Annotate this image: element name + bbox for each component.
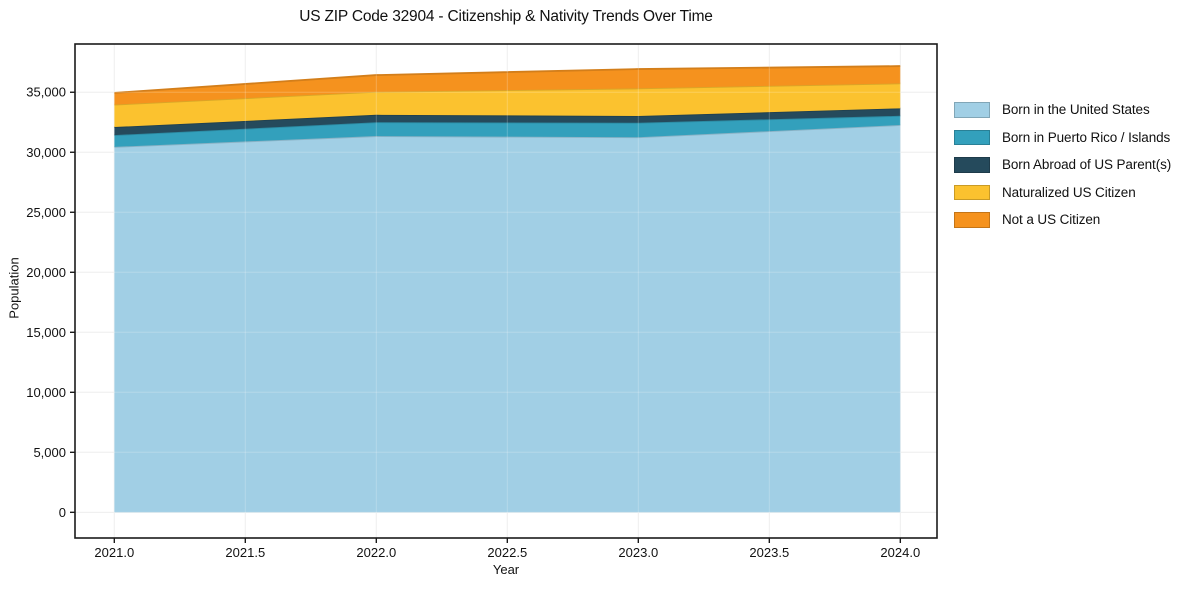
legend-label: Born in the United States [1002,102,1150,118]
legend-item-0: Born in the United States [954,96,1171,124]
x-tick-label: 2021.0 [94,545,134,560]
area-series-1 [114,115,901,147]
area-series-3 [114,83,901,128]
legend: Born in the United States Born in Puerto … [954,96,1171,234]
legend-item-4: Not a US Citizen [954,206,1171,234]
x-tick-label: 2022.0 [356,545,396,560]
axis-ticks: 2021.0 2021.5 2022.0 2022.5 2023.0 2023.5 2024… [26,85,920,560]
legend-label: Naturalized US Citizen [1002,184,1136,200]
x-axis-label: Year [492,562,520,577]
y-tick-label: 15,000 [26,325,66,340]
y-tick-label: 30,000 [26,145,66,160]
x-tick-label: 2023.0 [618,545,658,560]
legend-label: Born Abroad of US Parent(s) [1002,157,1172,173]
y-axis-label: Population [6,257,22,319]
plot-border [74,43,938,539]
x-tick-label: 2023.5 [749,545,789,560]
x-tick-label: 2024.0 [880,545,920,560]
legend-swatch-icon [954,212,990,228]
gridlines-overlay [75,44,937,538]
x-tick-label: 2022.5 [487,545,527,560]
y-tick-label: 10,000 [26,385,66,400]
area-series-4 [114,66,901,105]
legend-item-1: Born in Puerto Rico / Islands [954,124,1171,152]
legend-swatch-icon [954,102,990,118]
area-series-2 [114,108,901,136]
legend-label: Born in Puerto Rico / Islands [1002,129,1171,145]
y-tick-label: 5,000 [33,445,66,460]
x-tick-label: 2021.5 [225,545,265,560]
y-tick-label: 25,000 [26,205,66,220]
legend-item-3: Naturalized US Citizen [954,179,1171,207]
area-series-0 [114,125,901,513]
area-edge-4 [114,65,901,94]
legend-swatch-icon [954,184,990,200]
legend-swatch-icon [954,157,990,173]
legend-swatch-icon [954,129,990,145]
stacked-areas [114,65,901,513]
legend-item-2: Born Abroad of US Parent(s) [954,151,1171,179]
chart-title: US ZIP Code 32904 - Citizenship & Nativi… [299,8,713,25]
y-tick-label: 35,000 [26,85,66,100]
y-tick-label: 0 [59,505,66,520]
legend-label: Not a US Citizen [1002,212,1101,228]
y-tick-label: 20,000 [26,265,66,280]
